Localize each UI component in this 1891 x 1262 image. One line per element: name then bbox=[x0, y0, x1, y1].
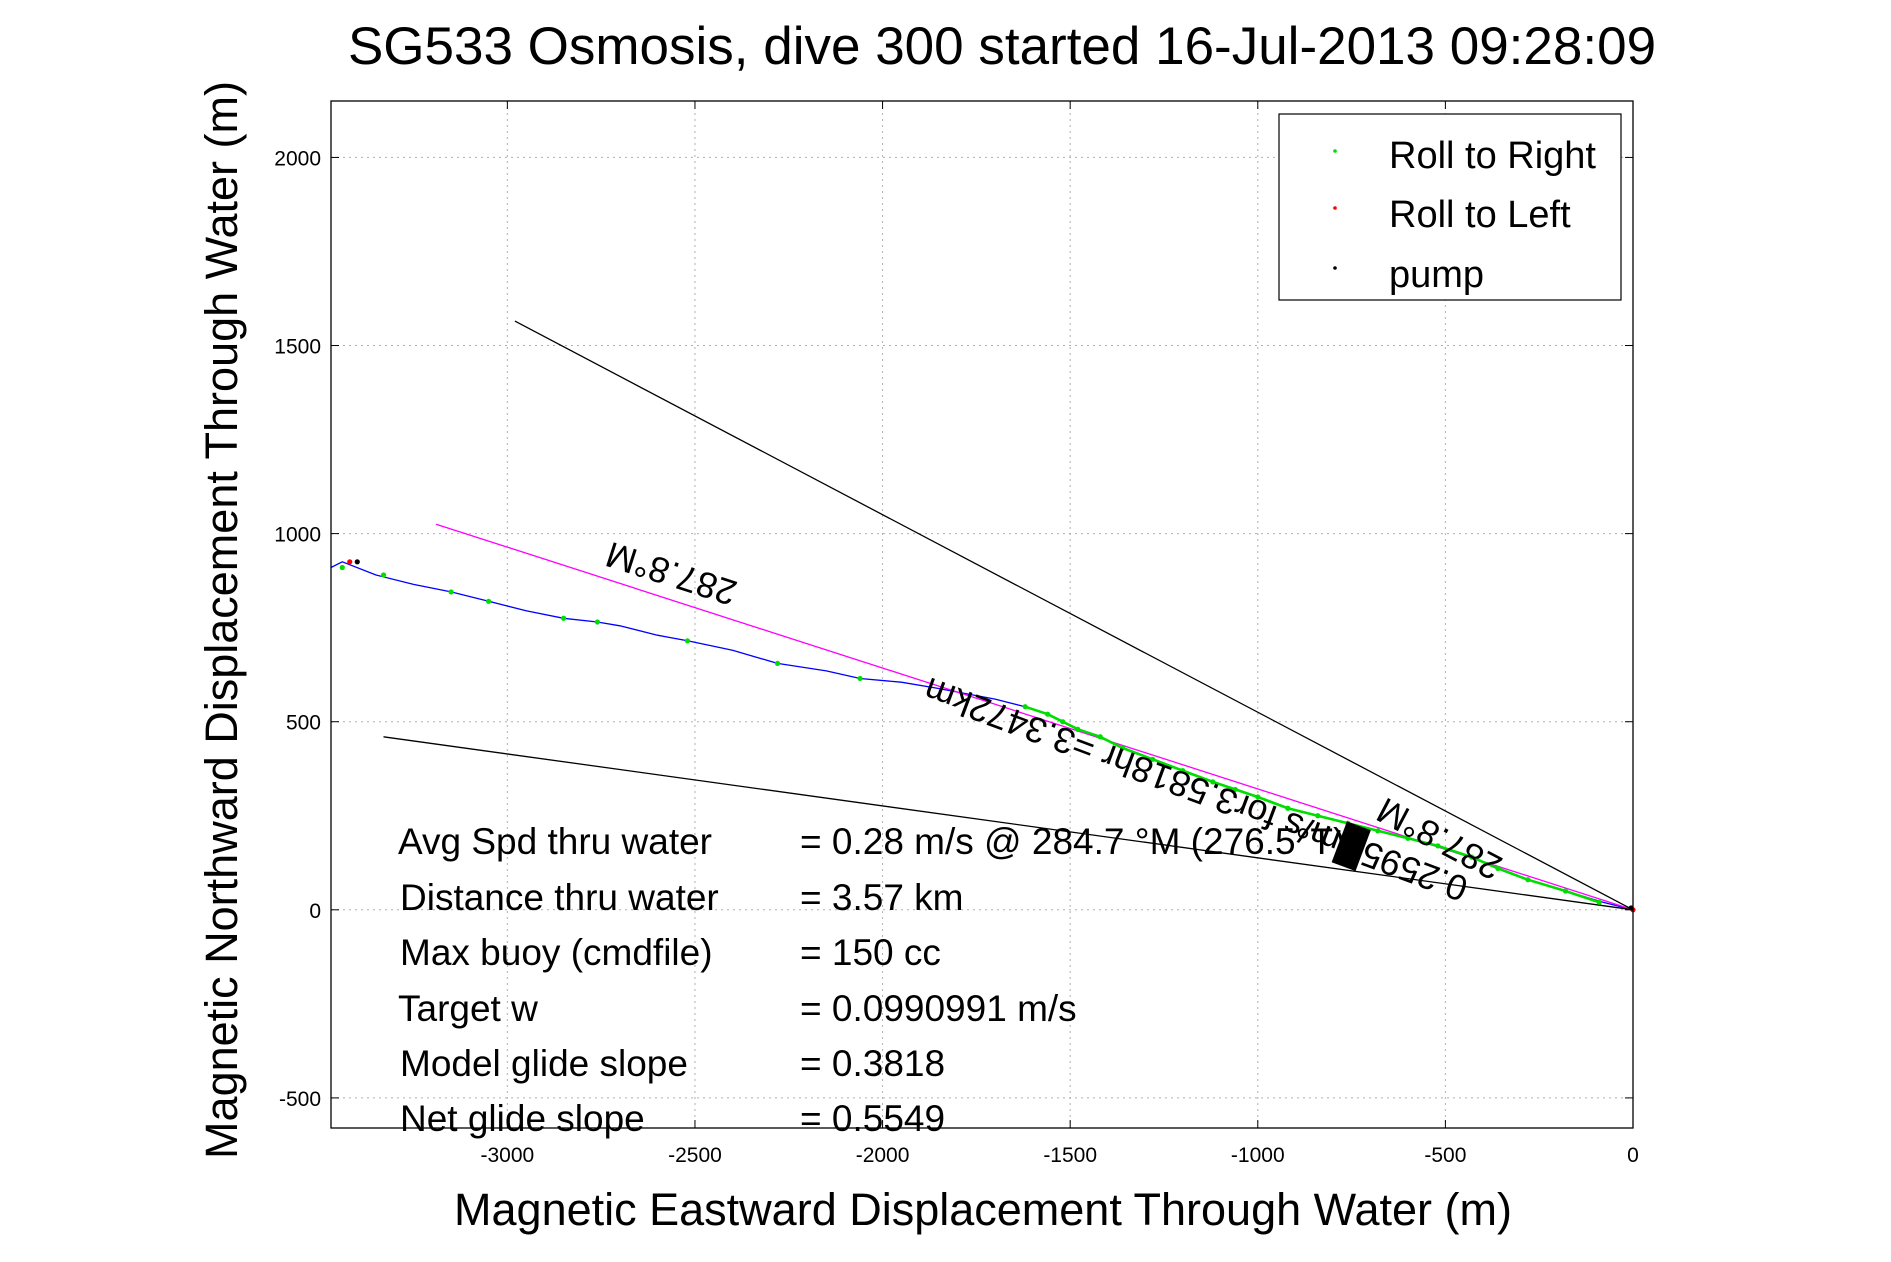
legend: Roll to Right Roll to Left pump bbox=[1278, 113, 1622, 301]
point-pump bbox=[354, 559, 360, 565]
point-roll-to-right bbox=[1075, 726, 1081, 732]
point-roll-to-right bbox=[1596, 899, 1602, 905]
plot-frame bbox=[330, 100, 1634, 1129]
point-roll-to-right bbox=[561, 615, 567, 621]
stat-value-model-glide: = 0.3818 bbox=[800, 1043, 945, 1084]
y-tick-label: 2000 bbox=[274, 147, 321, 170]
x-tick-label: -500 bbox=[1424, 1144, 1466, 1167]
point-roll-to-right bbox=[1255, 794, 1261, 800]
point-roll-to-right bbox=[1315, 813, 1321, 819]
x-tick-label: -2500 bbox=[668, 1144, 722, 1167]
roll-right-track bbox=[1024, 705, 1600, 904]
chart-title: SG533 Osmosis, dive 300 started 16-Jul-2… bbox=[348, 17, 1656, 76]
stat-value-net-glide: = 0.5549 bbox=[800, 1098, 945, 1139]
stat-label-max-buoy: Max buoy (cmdfile) bbox=[400, 932, 713, 973]
x-tick-label: 0 bbox=[1627, 1144, 1639, 1167]
y-tick-label: 1500 bbox=[274, 336, 321, 359]
legend-label-pump: pump bbox=[1389, 254, 1484, 296]
point-roll-to-right bbox=[339, 564, 345, 571]
stat-label-distance: Distance thru water bbox=[400, 877, 719, 918]
series-points bbox=[339, 559, 1636, 913]
series-line-lower-bound bbox=[383, 736, 1634, 911]
legend-marker-roll-right bbox=[1333, 149, 1337, 153]
point-roll-to-right bbox=[448, 589, 454, 595]
point-roll-to-right bbox=[1045, 711, 1051, 717]
x-tick-label: -3000 bbox=[480, 1144, 534, 1167]
point-roll-to-right bbox=[380, 572, 387, 578]
point-roll-to-right bbox=[485, 598, 492, 604]
point-roll-to-right bbox=[1150, 756, 1156, 762]
x-tick-label: -2000 bbox=[856, 1144, 910, 1167]
stat-value-target-w: = 0.0990991 m/s bbox=[800, 988, 1077, 1029]
legend-label-roll-right: Roll to Right bbox=[1389, 135, 1596, 177]
y-tick-label: -500 bbox=[279, 1088, 321, 1111]
stat-value-avg-speed: = 0.28 m/s @ 284.7 °M (276.5°T) bbox=[800, 821, 1345, 862]
series-line-upper-bound bbox=[514, 320, 1634, 911]
point-roll-to-right bbox=[1375, 828, 1381, 834]
y-tick-label: 500 bbox=[286, 712, 321, 735]
legend-label-roll-left: Roll to Left bbox=[1389, 194, 1571, 236]
legend-marker-pump bbox=[1333, 266, 1337, 270]
point-roll-to-right bbox=[1345, 820, 1351, 826]
point-roll-to-right bbox=[1285, 805, 1291, 811]
grid bbox=[331, 101, 1633, 1128]
point-roll-to-right bbox=[1435, 843, 1441, 849]
stat-label-target-w: Target w bbox=[398, 988, 538, 1029]
legend-marker-roll-left bbox=[1333, 206, 1337, 210]
y-tick-label: 0 bbox=[309, 900, 321, 923]
point-roll-to-right bbox=[1232, 786, 1238, 793]
x-tick-label: -1500 bbox=[1043, 1144, 1097, 1167]
point-roll-to-right bbox=[1469, 854, 1475, 860]
point-roll-to-left bbox=[347, 559, 353, 565]
point-roll-to-right bbox=[1525, 877, 1531, 883]
axis-ticks: -3000 -2500 -2000 -1500 -1000 -500 0 2000 1500 10… bbox=[274, 101, 1639, 1167]
point-roll-to-right bbox=[1405, 835, 1411, 841]
point-roll-to-right bbox=[1210, 779, 1216, 785]
x-tick-label: -1000 bbox=[1231, 1144, 1285, 1167]
point-roll-to-right bbox=[1060, 719, 1066, 725]
y-axis-label: Magnetic Northward Displacement Through … bbox=[196, 81, 247, 1159]
stat-label-avg-speed: Avg Spd thru water bbox=[398, 821, 712, 862]
point-roll-to-right bbox=[1120, 745, 1126, 751]
point-roll-to-right bbox=[1562, 888, 1569, 894]
point-roll-to-right bbox=[1495, 865, 1501, 872]
stat-label-net-glide: Net glide slope bbox=[400, 1098, 645, 1139]
point-roll-to-right bbox=[857, 675, 863, 682]
point-roll-to-right bbox=[594, 619, 601, 625]
point-roll-to-right bbox=[684, 638, 691, 644]
stat-value-distance: = 3.57 km bbox=[800, 877, 964, 918]
point-roll-to-right bbox=[1097, 734, 1103, 740]
point-roll-to-right bbox=[1180, 768, 1186, 774]
point-roll-to-right bbox=[774, 660, 781, 667]
x-axis-label: Magnetic Eastward Displacement Through W… bbox=[454, 1184, 1512, 1235]
stats-block: Avg Spd thru water = 0.28 m/s @ 284.7 °M… bbox=[398, 821, 1345, 1139]
y-tick-label: 1000 bbox=[274, 524, 321, 547]
stat-value-max-buoy: = 150 cc bbox=[800, 932, 941, 973]
point-roll-to-right bbox=[1022, 704, 1028, 710]
stat-label-model-glide: Model glide slope bbox=[400, 1043, 688, 1084]
